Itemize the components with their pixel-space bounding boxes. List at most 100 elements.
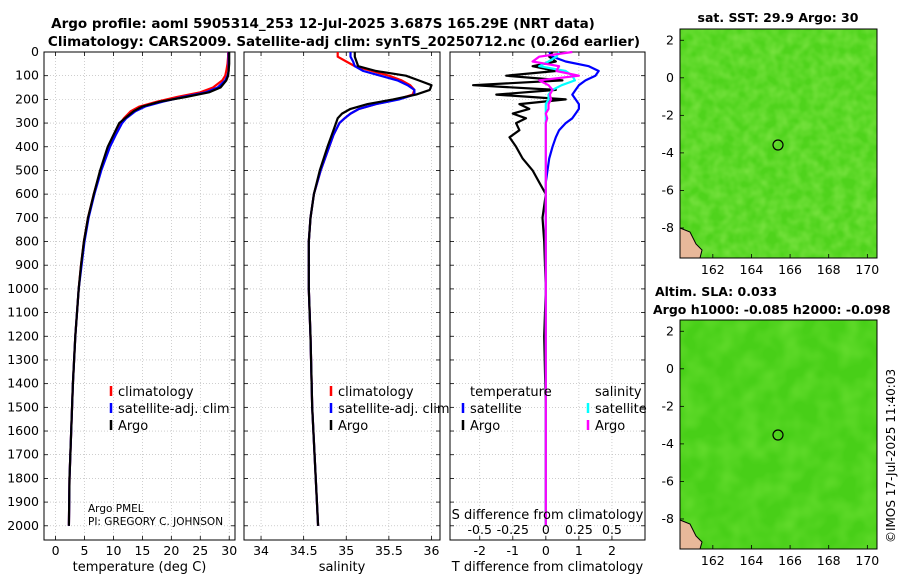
legend-label: satellite xyxy=(470,402,522,417)
map-y-tick-label: -8 xyxy=(662,220,675,235)
y-tick-label: 1900 xyxy=(7,494,39,509)
map-x-tick-label: 164 xyxy=(740,553,764,568)
credit-line1: Argo PMEL xyxy=(88,503,144,515)
y-tick-label: 300 xyxy=(15,115,39,130)
legend-label: Argo xyxy=(595,419,625,434)
map-x-tick-label: 166 xyxy=(778,553,802,568)
map-y-tick-label: -4 xyxy=(662,436,675,451)
sla-map-title-line1: Altim. SLA: 0.033 xyxy=(655,284,777,299)
y-tick-label: 1700 xyxy=(7,447,39,462)
sla-map-title-line2: Argo h1000: -0.085 h2000: -0.098 xyxy=(653,302,891,317)
temperature-axes-frame xyxy=(43,51,236,541)
x2-axis-label: S difference from climatology xyxy=(452,508,644,523)
y-tick-label: 100 xyxy=(15,68,39,83)
figure-title-line2: Climatology: CARS2009. Satellite-adj cli… xyxy=(48,34,640,50)
y-tick-label: 1100 xyxy=(7,305,39,320)
map-y-tick-label: -6 xyxy=(662,473,675,488)
x-tick-label: 15 xyxy=(134,543,150,558)
x-tick-label: 2 xyxy=(608,543,616,558)
x-tick-label: 34 xyxy=(253,543,269,558)
y-tick-label: 1300 xyxy=(7,352,39,367)
series-line-temperature-argo xyxy=(472,51,567,526)
map-y-tick-label: 2 xyxy=(666,32,674,47)
x-tick-label: 20 xyxy=(163,543,179,558)
sst-map-float-marker xyxy=(772,139,784,151)
series-line-salinity-satellite xyxy=(538,51,577,526)
map-x-tick-label: 166 xyxy=(778,262,802,277)
sla-map-frame xyxy=(679,319,878,550)
differences-x-axis-label: T difference from climatology xyxy=(451,560,644,575)
x2-tick-label: 0.5 xyxy=(602,522,622,537)
x-tick-label: 30 xyxy=(221,543,237,558)
x-tick-label: -2 xyxy=(474,543,486,558)
series-line-salinity-argo xyxy=(531,50,581,526)
y-tick-label: 1500 xyxy=(7,399,39,414)
differences-grid xyxy=(450,51,645,540)
x-tick-label: 35 xyxy=(338,543,354,558)
y-tick-label: 1200 xyxy=(7,328,39,343)
legend-label: climatology xyxy=(338,385,414,400)
sla-map-field xyxy=(680,320,877,549)
credit-line2: PI: GREGORY C. JOHNSON xyxy=(88,516,223,528)
y-tick-label: 200 xyxy=(15,91,39,106)
x-tick-label: 1 xyxy=(575,543,583,558)
panel-differences: -2 -1 0 1 2 T difference from climatology temp… xyxy=(449,50,647,575)
series-line-argo xyxy=(67,52,231,526)
map-x-tick-label: 170 xyxy=(855,553,879,568)
series-line-temperature-satellite xyxy=(544,51,600,526)
panel-temperature: 0100200300400500600700800900100011001200… xyxy=(7,44,237,575)
map-x-tick-label: 162 xyxy=(701,262,725,277)
panel-salinity: 34 34.5 35 35.5 36 salinity climatology satelli… xyxy=(243,51,450,575)
legend-header-temperature: temperature xyxy=(470,385,552,400)
map-y-tick-label: 2 xyxy=(666,323,674,338)
legend-header-salinity: salinity xyxy=(595,385,642,400)
map-y-tick-label: -4 xyxy=(662,145,675,160)
y-tick-label: 500 xyxy=(15,162,39,177)
x-tick-label: 25 xyxy=(192,543,208,558)
differences-axes-frame xyxy=(449,51,646,541)
temperature-grid xyxy=(44,51,235,540)
legend-label: Argo xyxy=(338,419,368,434)
x-tick-label: 0 xyxy=(52,543,60,558)
map-y-tick-label: -8 xyxy=(662,511,675,526)
x2-tick-label: 0 xyxy=(542,522,550,537)
x-tick-label: -1 xyxy=(507,543,519,558)
x-tick-label: 10 xyxy=(106,543,122,558)
y-tick-label: 1000 xyxy=(7,281,39,296)
y-tick-label: 0 xyxy=(31,44,39,59)
map-y-tick-label: -2 xyxy=(662,398,674,413)
salinity-x-axis-label: salinity xyxy=(319,560,366,575)
y-tick-label: 1800 xyxy=(7,470,39,485)
legend-label: Argo xyxy=(470,419,500,434)
legend-label: climatology xyxy=(118,385,194,400)
map-y-tick-label: 0 xyxy=(666,70,674,85)
y-tick-label: 900 xyxy=(15,257,39,272)
map-x-tick-label: 168 xyxy=(817,262,841,277)
sst-map-frame xyxy=(679,28,878,259)
salinity-grid xyxy=(244,51,440,540)
y-tick-label: 1600 xyxy=(7,423,39,438)
sla-map-float-marker xyxy=(772,429,784,441)
y-tick-label: 1400 xyxy=(7,376,39,391)
x-tick-label: 35.5 xyxy=(375,543,403,558)
map-x-tick-label: 170 xyxy=(855,262,879,277)
x-tick-label: 34.5 xyxy=(290,543,318,558)
imos-credit: ©IMOS 17-Jul-2025 11:40:03 xyxy=(884,369,898,543)
sst-map-title: sat. SST: 29.9 Argo: 30 xyxy=(698,10,859,25)
legend-label: satellite-adj. clim xyxy=(338,402,450,417)
map-y-tick-label: 0 xyxy=(666,361,674,376)
x-tick-label: 5 xyxy=(81,543,89,558)
y-tick-label: 2000 xyxy=(7,518,39,533)
x2-tick-label: 0.25 xyxy=(565,522,593,537)
salinity-axes-frame xyxy=(243,51,441,541)
x2-tick-label: -0.25 xyxy=(497,522,529,537)
temperature-x-axis-label: temperature (deg C) xyxy=(73,560,207,575)
figure-title-line1: Argo profile: aoml 5905314_253 12-Jul-20… xyxy=(51,16,595,32)
sla-map: Altim. SLA: 0.033 Argo h1000: -0.085 h20… xyxy=(653,284,891,568)
x-tick-label: 36 xyxy=(424,543,440,558)
sst-map-field xyxy=(680,29,877,258)
y-tick-label: 800 xyxy=(15,234,39,249)
y-tick-label: 600 xyxy=(15,186,39,201)
profile-panels: 0100200300400500600700800900100011001200… xyxy=(7,44,647,575)
